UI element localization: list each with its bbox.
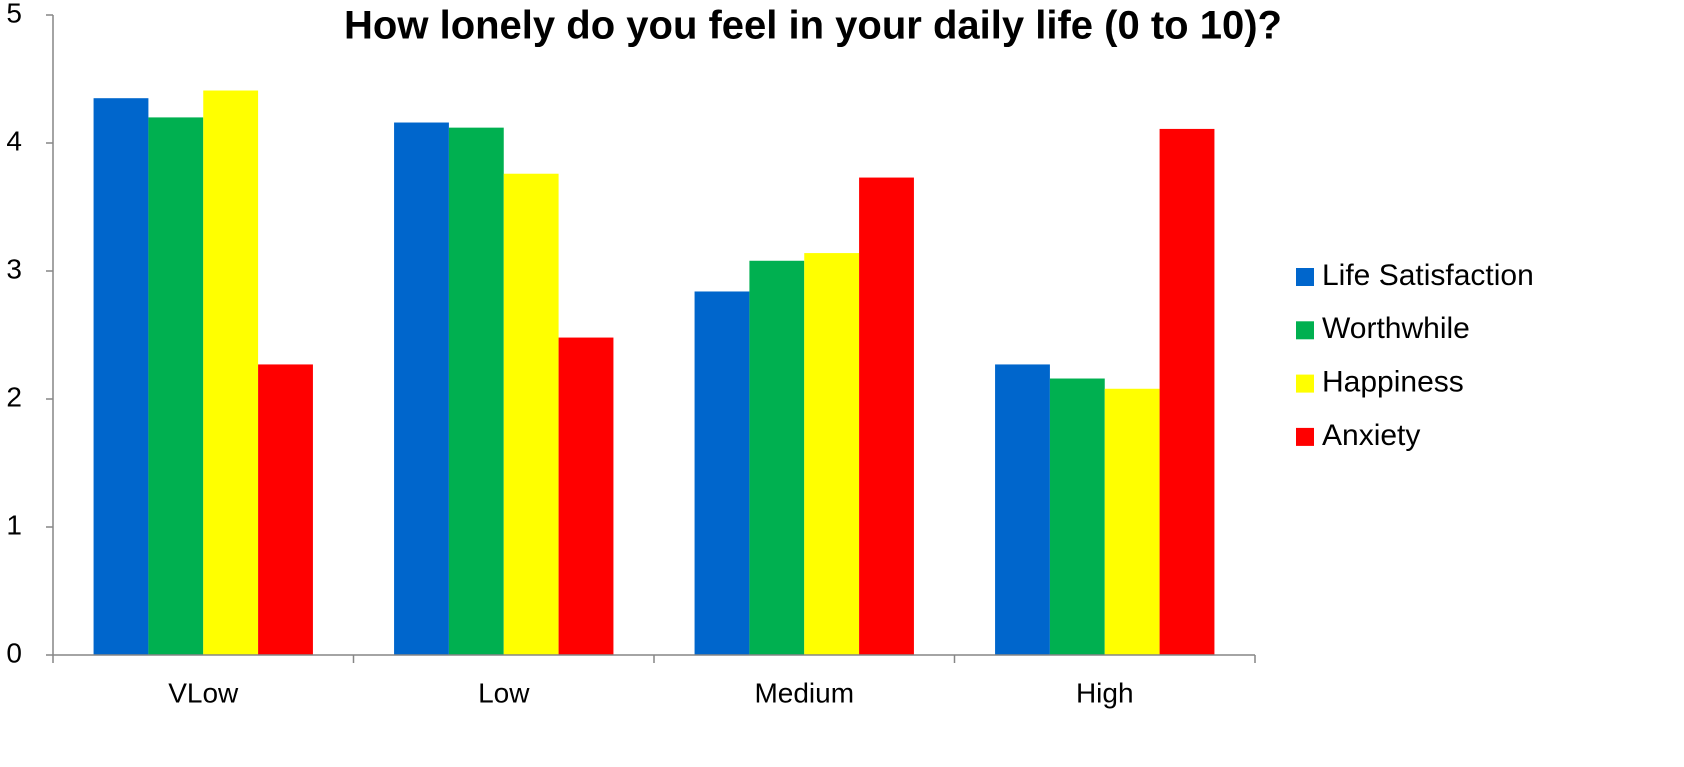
y-tick-label: 2	[6, 381, 22, 412]
bar	[203, 90, 259, 655]
bar	[1104, 388, 1160, 655]
legend-label: Happiness	[1322, 366, 1464, 399]
legend-swatch	[1296, 321, 1314, 340]
legend-label: Life Satisfaction	[1322, 259, 1534, 292]
bar	[148, 117, 204, 655]
legend-swatch	[1296, 427, 1314, 446]
x-tick-label: Medium	[754, 677, 854, 708]
y-tick-label: 1	[6, 509, 22, 540]
bar	[995, 364, 1050, 655]
bar	[503, 173, 559, 655]
bar	[749, 260, 805, 655]
y-tick-label: 3	[6, 253, 22, 284]
x-tick-label: Low	[478, 677, 530, 708]
bar	[859, 177, 914, 655]
legend-label: Anxiety	[1322, 419, 1420, 452]
legend-swatch	[1296, 268, 1314, 286]
bar	[258, 364, 313, 655]
bar	[448, 127, 504, 655]
x-tick-label: High	[1076, 677, 1134, 708]
legend-label: Worthwhile	[1322, 312, 1470, 345]
bar	[394, 122, 449, 655]
bar	[93, 98, 149, 655]
legend-swatch	[1296, 374, 1314, 393]
bar	[804, 253, 860, 655]
y-tick-label: 5	[6, 0, 22, 28]
chart-title: How lonely do you feel in your daily lif…	[344, 4, 1282, 48]
bar	[558, 337, 614, 655]
bar	[1049, 378, 1105, 655]
bar	[1159, 128, 1215, 656]
y-tick-label: 4	[6, 125, 22, 156]
bar	[694, 291, 750, 655]
x-tick-label: VLow	[168, 677, 239, 708]
y-tick-label: 0	[6, 637, 22, 668]
